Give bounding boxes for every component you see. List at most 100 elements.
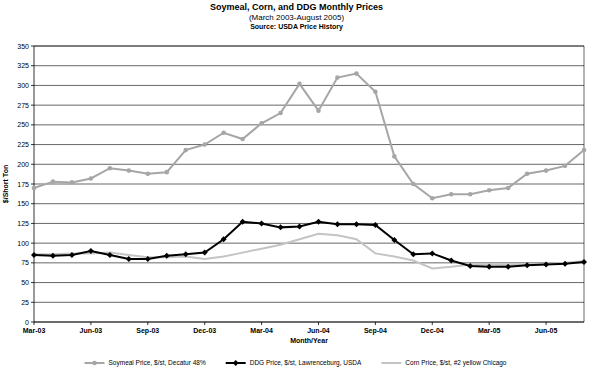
grid-line	[34, 124, 584, 125]
marker	[525, 171, 530, 176]
y-tick-label: 325	[17, 62, 29, 69]
y-tick-label: 175	[17, 181, 29, 188]
x-tick-label: Mar-05	[478, 327, 501, 334]
marker	[544, 168, 549, 173]
marker	[581, 259, 587, 265]
grid-line	[34, 203, 584, 204]
grid-line	[34, 282, 584, 283]
x-tick-label: Jun-03	[80, 327, 103, 334]
x-tick	[261, 322, 262, 325]
legend-label: DDG Price, $/st, Lawrenceburg, USDA	[250, 359, 362, 367]
marker	[107, 252, 113, 258]
x-tick	[147, 322, 148, 325]
series-line	[34, 74, 584, 199]
marker	[278, 224, 284, 230]
marker	[410, 251, 416, 257]
x-axis	[34, 322, 584, 323]
source: Source: USDA Price History	[250, 23, 343, 31]
x-tick	[318, 322, 319, 325]
marker	[70, 180, 75, 185]
y-tick	[31, 322, 34, 323]
marker	[221, 236, 227, 242]
marker	[430, 196, 435, 201]
marker	[183, 251, 189, 257]
frame	[584, 46, 585, 322]
marker	[448, 257, 454, 263]
grid-line	[34, 262, 584, 263]
chart: Soymeal, Corn, and DDG Monthly Prices(Ma…	[0, 0, 593, 371]
marker	[316, 108, 321, 113]
y-tick	[31, 124, 34, 125]
marker	[278, 111, 283, 116]
marker	[429, 250, 435, 256]
marker	[32, 186, 37, 191]
marker	[183, 148, 188, 153]
marker	[202, 142, 207, 147]
y-tick	[31, 184, 34, 185]
grid-line	[34, 46, 584, 47]
marker	[69, 252, 75, 258]
marker	[411, 182, 416, 187]
marker	[487, 188, 492, 193]
marker	[145, 171, 150, 176]
legend-swatch	[381, 362, 401, 364]
y-axis	[34, 46, 35, 322]
grid-line	[34, 144, 584, 145]
y-tick-label: 225	[17, 141, 29, 148]
marker	[202, 250, 208, 256]
y-tick-label: 350	[17, 43, 29, 50]
marker	[240, 137, 245, 142]
grid-line	[34, 164, 584, 165]
y-tick	[31, 65, 34, 66]
marker	[127, 168, 132, 173]
marker	[315, 219, 321, 225]
marker	[89, 176, 94, 181]
y-tick	[31, 203, 34, 204]
marker	[221, 130, 226, 135]
y-tick-label: 50	[21, 279, 29, 286]
marker	[164, 253, 170, 259]
y-tick-label: 25	[21, 299, 29, 306]
legend-marker	[92, 361, 97, 366]
marker	[353, 221, 359, 227]
plot-area	[31, 71, 587, 270]
marker	[88, 248, 94, 254]
grid-line	[34, 322, 584, 323]
series-line	[34, 234, 584, 269]
marker	[391, 237, 397, 243]
y-tick	[31, 164, 34, 165]
marker	[335, 75, 340, 80]
marker	[240, 219, 246, 225]
y-tick	[31, 85, 34, 86]
marker	[108, 166, 113, 171]
marker	[373, 89, 378, 94]
x-tick	[90, 322, 91, 325]
marker	[164, 170, 169, 175]
grid-line	[34, 85, 584, 86]
marker	[543, 261, 549, 267]
x-tick	[375, 322, 376, 325]
grid-line	[34, 65, 584, 66]
y-tick-label: 250	[17, 121, 29, 128]
marker	[563, 164, 568, 169]
grid-line	[34, 302, 584, 303]
y-tick-label: 125	[17, 220, 29, 227]
marker	[51, 179, 56, 184]
y-tick-label: 0	[25, 319, 29, 326]
y-tick-label: 275	[17, 102, 29, 109]
grid-line	[34, 184, 584, 185]
marker	[50, 253, 56, 259]
marker	[449, 192, 454, 197]
y-tick-label: 75	[21, 259, 29, 266]
x-tick-label: Dec-04	[421, 327, 444, 334]
x-axis-label: Month/Year	[290, 337, 328, 344]
x-tick-label: Jun-04	[307, 327, 330, 334]
x-tick-label: Jun-05	[535, 327, 558, 334]
legend-label: Soymeal Price, $/st, Decatur 48%	[109, 359, 206, 367]
grid-line	[34, 105, 584, 106]
marker	[506, 186, 511, 191]
y-tick	[31, 282, 34, 283]
x-tick-label: Sep-04	[364, 327, 387, 335]
x-tick-label: Dec-03	[193, 327, 216, 334]
x-tick	[34, 322, 35, 325]
